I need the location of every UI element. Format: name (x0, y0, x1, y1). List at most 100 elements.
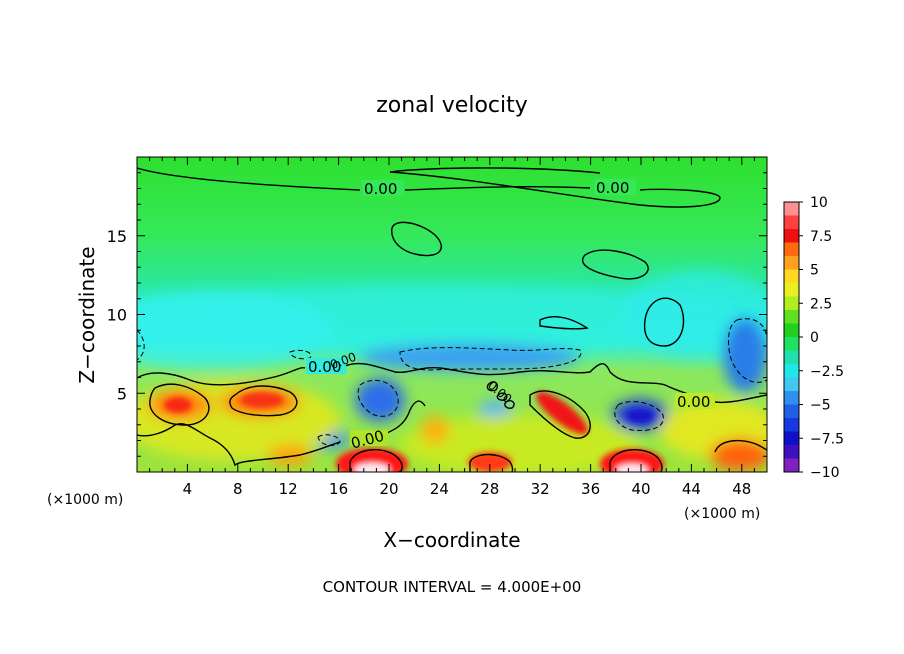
dashed-band (399, 347, 582, 371)
x-tick-label: 20 (379, 480, 398, 498)
red-base-1 (336, 448, 408, 472)
cyan-left (137, 290, 330, 370)
contour-top-right (389, 167, 601, 174)
x-tick-label: 40 (631, 480, 650, 498)
plot-area (137, 157, 767, 472)
x-axis-label: X−coordinate (383, 528, 520, 552)
contour-ring-1 (149, 383, 210, 426)
colorbar-cell (784, 350, 799, 365)
colorbar-cell (784, 202, 799, 216)
colorbar-cell (784, 404, 799, 419)
contour-blob-3 (643, 297, 685, 347)
colorbar-cell (784, 256, 799, 270)
colorbar-cell (784, 364, 799, 378)
colorbar-label: 10 (810, 195, 828, 211)
colorbar-label: 2.5 (810, 296, 832, 312)
y-tick-label: 15 (107, 227, 127, 246)
contour-small (486, 381, 515, 409)
red-diagonal (536, 391, 588, 435)
colorbar-cell (784, 431, 799, 446)
white-peak-1 (354, 463, 390, 472)
contour-label-bg (362, 179, 636, 196)
blue-small2 (479, 400, 511, 420)
dashed-right (728, 318, 767, 383)
x-tick-label: 44 (682, 480, 701, 498)
blue-band (360, 343, 580, 371)
y-tick-label: 10 (107, 306, 127, 325)
colorbar-cell (784, 418, 799, 432)
colorbar-label: 5 (810, 263, 819, 279)
contour-top-band (389, 171, 721, 208)
y-axis-label: Z−coordinate (75, 246, 99, 383)
orange-5 (268, 445, 312, 465)
x-tick-label: 32 (531, 480, 550, 498)
x-tick-label: 16 (329, 480, 348, 498)
contour-label: 0.00 (364, 180, 397, 198)
colorbar-cell (784, 215, 799, 230)
colorbar-cell (784, 337, 799, 351)
dashed-blue-1 (357, 380, 399, 417)
contour-label: 0.00 (308, 358, 341, 376)
contour-dashed (137, 318, 767, 446)
colorbar-cell (784, 458, 799, 473)
colorbar-label: −2.5 (810, 364, 844, 380)
colorbar-labels: 10 7.5 5 2.5 0 −2.5 −5 −7.5 −10 (799, 195, 844, 481)
colorbar-cell (784, 242, 799, 257)
colorbar-label: −5 (810, 398, 831, 414)
dashed-left (137, 329, 145, 361)
colorbar: 10 7.5 5 2.5 0 −2.5 −5 −7.5 −10 (783, 195, 844, 481)
colorbar-cell (784, 296, 799, 311)
colorbar-cell (784, 269, 799, 284)
y-axis: 5 10 15 (107, 172, 767, 457)
x-tick-label: 8 (233, 480, 243, 498)
red-left (164, 397, 192, 413)
x-tick-label: 48 (732, 480, 751, 498)
contour-label: 0.00 (677, 393, 710, 411)
y-tick-label: 5 (117, 384, 127, 403)
colorbar-cells (784, 202, 799, 473)
x-tick-label: 12 (279, 480, 298, 498)
contour-ring-2 (229, 385, 298, 417)
contour-blob-2 (582, 249, 649, 280)
x-tick-label: 24 (430, 480, 449, 498)
colorbar-cell (784, 310, 799, 324)
white-peak-2 (616, 464, 648, 472)
colorbar-cell (784, 229, 799, 243)
contour-blob-4 (539, 316, 589, 330)
x-unit-left: (×1000 m) (47, 492, 123, 508)
red-mid (240, 392, 284, 408)
colorbar-cell (784, 391, 799, 405)
x-axis: 4 8 12 16 20 24 28 32 36 40 44 48 (149, 157, 755, 498)
orange-3 (421, 416, 449, 444)
colorbar-cell (784, 377, 799, 392)
colorbar-cell (784, 323, 799, 338)
colorbar-cell (784, 283, 799, 297)
orange-4 (710, 439, 767, 471)
dark-blue-core (626, 409, 654, 423)
contour-ring-5 (469, 453, 514, 472)
colorbar-cell (784, 445, 799, 459)
colorbar-label: 0 (810, 330, 819, 346)
contour-blob-1 (391, 221, 442, 257)
x-tick-label: 28 (480, 480, 499, 498)
chart-title: zonal velocity (376, 93, 528, 118)
contour-ring-3 (349, 449, 403, 472)
dashed-small-1 (317, 434, 341, 446)
blue-mid (355, 378, 405, 422)
x-tick-label: 4 (183, 480, 193, 498)
contour-ring-4 (609, 449, 663, 472)
x-unit-right: (×1000 m) (684, 506, 760, 522)
colorbar-label: −10 (810, 465, 840, 481)
contour-label-bg-lower (306, 358, 715, 446)
contour-interval: CONTOUR INTERVAL = 4.000E+00 (323, 578, 582, 596)
x-tick-label: 36 (581, 480, 600, 498)
contour-label: 0.00 (596, 179, 629, 197)
contour-top (137, 167, 591, 191)
contour-lower (137, 400, 426, 467)
dashed-blue-2 (614, 401, 664, 431)
colorbar-label: −7.5 (810, 431, 844, 447)
contour-ring-6 (714, 439, 767, 453)
blue-right (723, 317, 767, 393)
colorbar-label: 7.5 (810, 229, 832, 245)
